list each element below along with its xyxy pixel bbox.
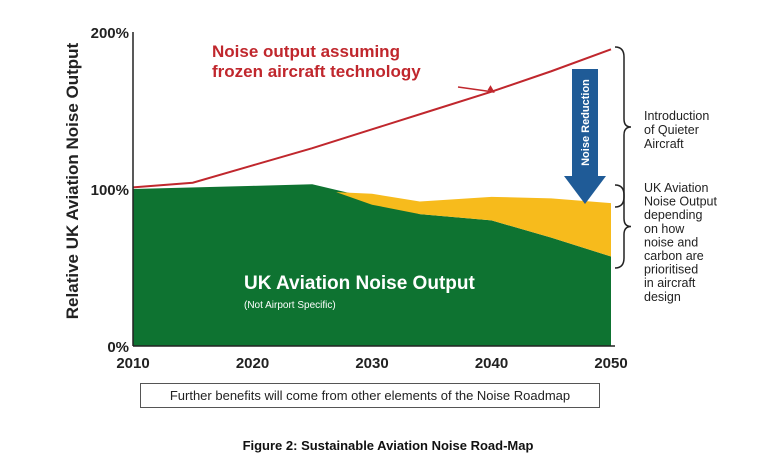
noise-reduction-label: Noise Reduction (580, 79, 592, 166)
brace-lower-text: design (644, 290, 681, 304)
plot-area (132, 48, 612, 346)
figure-caption: Figure 2: Sustainable Aviation Noise Roa… (242, 438, 534, 453)
annotations: Relative UK Aviation Noise Output Noise … (63, 42, 717, 319)
x-tick-label: 2030 (355, 355, 388, 372)
brace-upper-text: of Quieter (644, 123, 699, 137)
brace-lower-text: UK Aviation (644, 181, 708, 195)
x-tick-label: 2010 (116, 355, 149, 372)
brace-lower-text: carbon are (644, 249, 704, 263)
x-tick-label: 2050 (594, 355, 627, 372)
brace-lower-text: Noise Output (644, 195, 717, 209)
y-tick-label: 0% (107, 339, 129, 356)
series-band-uncertainty (336, 192, 611, 257)
red-line-label-1: Noise output assuming (212, 42, 400, 61)
red-label-pointer (457, 86, 495, 93)
green-area-title: UK Aviation Noise Output (244, 273, 475, 294)
brace-noise-carbon (614, 184, 632, 269)
brace-lower-text: in aircraft (644, 276, 696, 290)
brace-lower-text: depending (644, 208, 702, 222)
red-label-pointer-head (487, 85, 495, 93)
noise-reduction-arrow-head (564, 176, 606, 204)
brace-lower-text: prioritised (644, 263, 698, 277)
red-line-label-2: frozen aircraft technology (212, 62, 421, 81)
y-tick-label: 200% (91, 25, 129, 42)
x-tick-label: 2040 (475, 355, 508, 372)
brace-lower-text: on how (644, 222, 685, 236)
y-axis-label: Relative UK Aviation Noise Output (63, 42, 82, 319)
axes: 2010 2020 2030 2040 2050 0% 100% 200% (91, 25, 628, 372)
series-area-uk-aviation-noise-output (133, 184, 611, 346)
brace-upper-text: Introduction (644, 109, 709, 123)
green-area-subtitle: (Not Airport Specific) (244, 300, 336, 311)
y-tick-label: 100% (91, 182, 129, 199)
series-line-frozen-technology (132, 48, 612, 189)
brace-lower-text: noise and (644, 235, 698, 249)
x-tick-label: 2020 (236, 355, 269, 372)
brace-quieter-aircraft (614, 46, 632, 208)
noise-reduction-arrow-shaft (572, 69, 598, 176)
footer-note: Further benefits will come from other el… (140, 383, 600, 408)
brace-upper-text: Aircraft (644, 137, 684, 151)
